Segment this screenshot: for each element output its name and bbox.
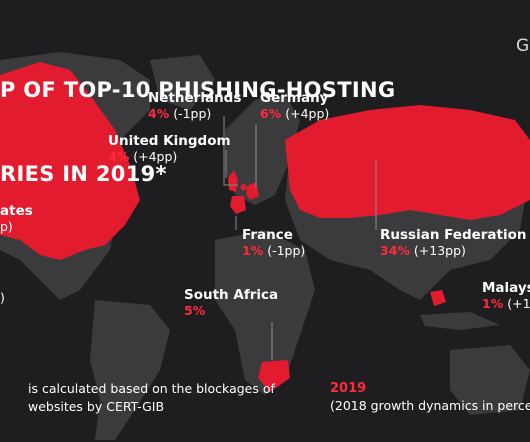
label-germany: Germany 6% (+4pp) — [260, 90, 329, 121]
australia-land — [450, 345, 530, 415]
greenland-land — [150, 55, 215, 110]
label-france: France 1% (-1pp) — [242, 227, 305, 258]
netherlands-name: Netherlands — [148, 90, 242, 106]
united-states-delta: p) — [0, 219, 13, 234]
united-kingdom-name: United Kingdom — [108, 133, 231, 149]
malaysia-name: Malays — [482, 280, 530, 296]
south-america-land — [90, 300, 170, 440]
united-kingdom-share: 4% — [108, 149, 130, 164]
footnote-line-2: websites by CERT-GIB — [28, 399, 165, 414]
south-africa-name: South Africa — [184, 287, 279, 303]
page-title: P OF TOP-10 PHISHING-HOSTING RIES IN 201… — [0, 20, 395, 244]
footnote: is calculated based on the blockages of … — [28, 380, 275, 416]
netherlands-share: 4% — [148, 106, 170, 121]
indonesia-land — [420, 312, 500, 330]
legend-growth-text: (2018 growth dynamics in perce — [330, 398, 530, 413]
russia-name: Russian Federation — [380, 227, 527, 243]
germany-delta: (+4pp) — [285, 106, 330, 121]
partial-left-text: ) — [0, 290, 5, 305]
title-line-2: RIES IN 2019* — [0, 162, 167, 186]
label-united-states: ates p) — [0, 203, 33, 234]
netherlands-highlight — [240, 183, 247, 191]
germany-name: Germany — [260, 90, 329, 106]
usa-canada-highlight — [0, 62, 140, 260]
russia-share: 34% — [380, 243, 410, 258]
title-line-1: P OF TOP-10 PHISHING-HOSTING — [0, 78, 396, 102]
france-share: 1% — [242, 243, 264, 258]
france-name: France — [242, 227, 293, 243]
brand-logo: G — [516, 36, 530, 56]
label-united-kingdom: United Kingdom 4% (+4pp) — [108, 133, 231, 164]
germany-share: 6% — [260, 106, 282, 121]
russia-delta: (+13pp) — [413, 243, 466, 258]
label-partial-left: ) — [0, 290, 5, 305]
france-highlight — [230, 196, 246, 214]
netherlands-delta: (-1pp) — [173, 106, 212, 121]
south-africa-share: 5% — [184, 303, 206, 318]
europe-land — [225, 95, 300, 205]
footnote-line-1: is calculated based on the blockages of — [28, 381, 275, 396]
united-kingdom-delta: (+4pp) — [133, 149, 178, 164]
malaysia-highlight — [430, 290, 446, 306]
malaysia-delta: (+1p — [507, 296, 530, 311]
label-south-africa: South Africa 5% — [184, 287, 278, 318]
france-delta: (-1pp) — [267, 243, 306, 258]
legend-year: 2019 — [330, 381, 367, 396]
africa-land — [215, 230, 315, 395]
netherlands-leader-line — [223, 116, 238, 186]
malaysia-share: 1% — [482, 296, 504, 311]
label-netherlands: Netherlands 4% (-1pp) — [148, 90, 241, 121]
south-africa-highlight — [258, 360, 290, 392]
uk-highlight — [228, 170, 238, 192]
label-russia: Russian Federation 34% (+13pp) — [380, 227, 527, 258]
label-malaysia: Malays 1% (+1p — [482, 280, 530, 311]
russia-highlight — [285, 105, 530, 220]
united-states-name: ates — [0, 203, 33, 219]
